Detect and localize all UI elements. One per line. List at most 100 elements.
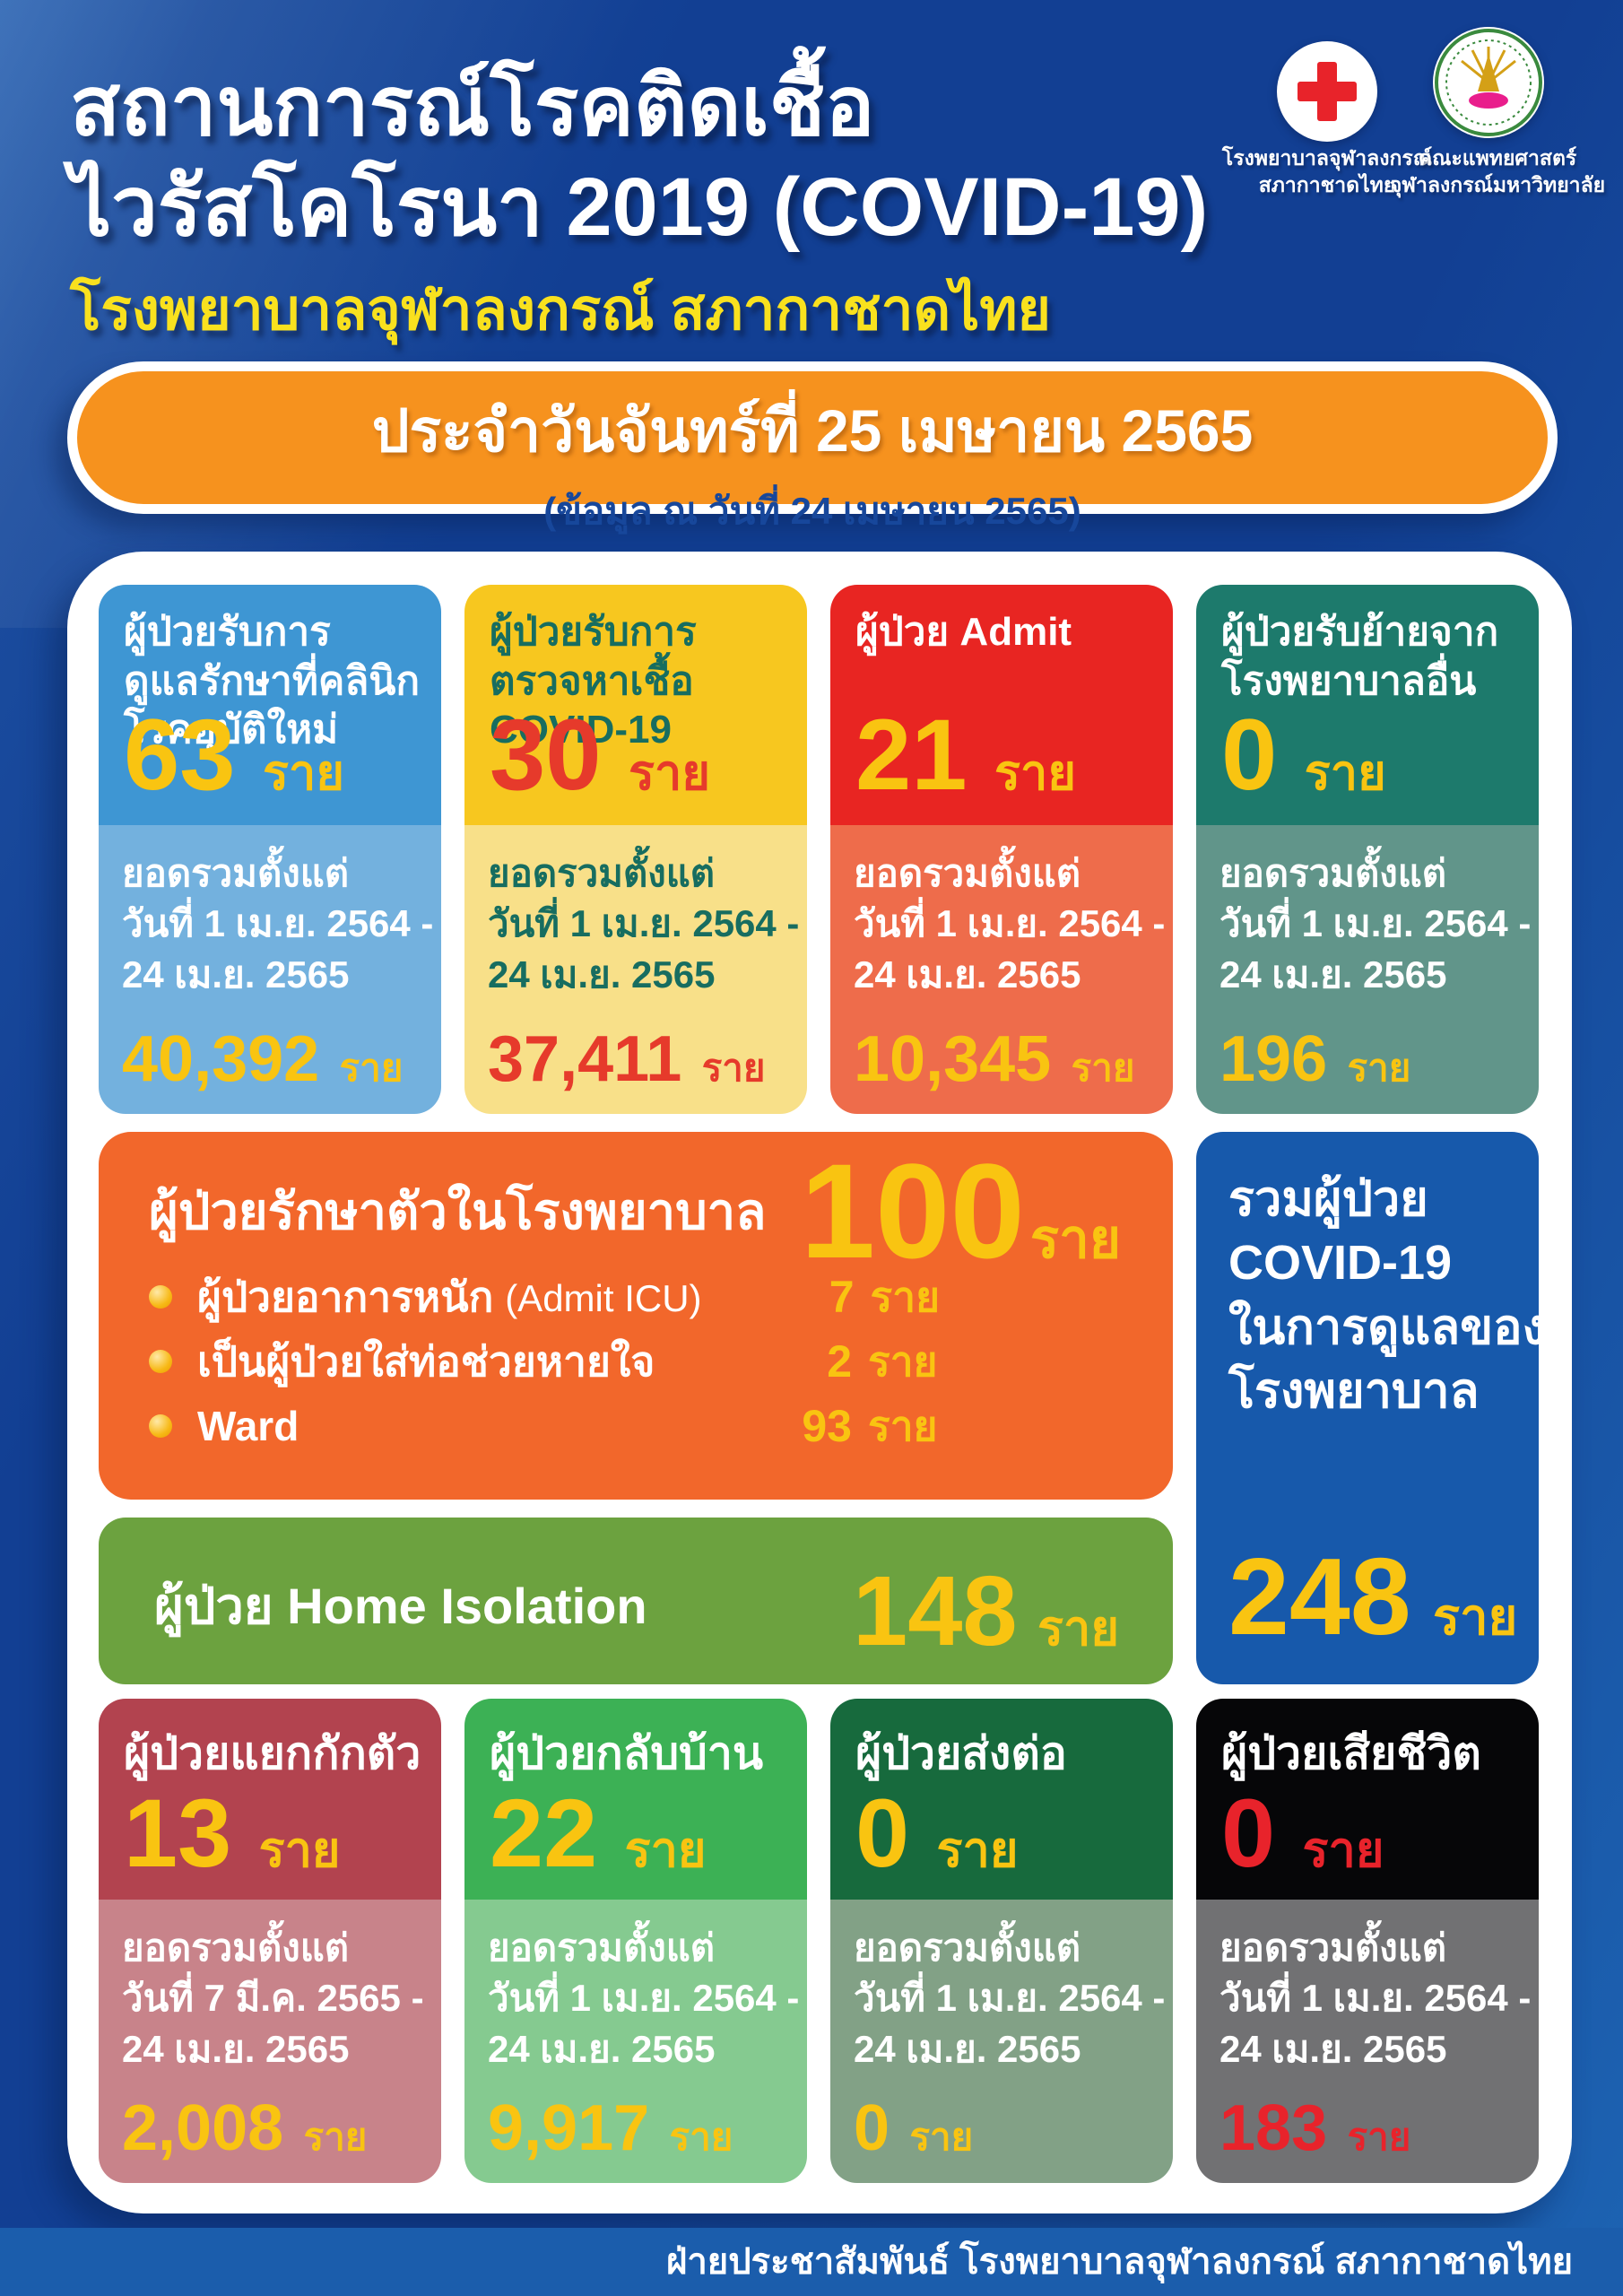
stat-value: 30 — [490, 699, 602, 811]
stat-value: 63 — [124, 699, 236, 811]
breakdown-label: เป็นผู้ป่วยใส่ท่อช่วยหายใจ — [197, 1329, 699, 1395]
total-unit: ราย — [1347, 1047, 1411, 1089]
total-unit: ราย — [669, 2116, 733, 2158]
period-line: ยอดรวมตั้งแต่ — [488, 852, 716, 894]
stat-value: 0 — [855, 1779, 910, 1887]
title-line: โรงพยาบาล — [1228, 1363, 1480, 1418]
total-count: 9,917 ราย — [488, 2092, 733, 2167]
breakdown-row-ward: Ward 93 ราย — [149, 1394, 1123, 1458]
period-line: 24 เม.ย. 2565 — [854, 952, 1081, 996]
period-line: ยอดรวมตั้งแต่ — [122, 852, 350, 894]
total-value: 196 — [1219, 1023, 1328, 1095]
period-line: วันที่ 1 เม.ย. 2564 - — [122, 902, 434, 945]
period-line: วันที่ 1 เม.ย. 2564 - — [1219, 902, 1532, 945]
stat-unit: ราย — [1302, 1823, 1384, 1877]
card-title: ผู้ป่วยแยกกักตัว — [99, 1699, 441, 1781]
stat-unit: ราย — [994, 746, 1076, 800]
total-period: ยอดรวมตั้งแต่ วันที่ 1 เม.ย. 2564 - 24 เ… — [830, 1900, 1173, 2074]
breakdown-unit: ราย — [868, 1337, 938, 1385]
period-line: ยอดรวมตั้งแต่ — [122, 1926, 350, 1969]
breakdown-row-ventilator: เป็นผู้ป่วยใส่ท่อช่วยหายใจ 2 ราย — [149, 1329, 1123, 1394]
daily-count: 21 ราย — [855, 697, 1076, 813]
period-line: วันที่ 1 เม.ย. 2564 - — [1219, 1977, 1532, 2020]
total-unit: ราย — [1347, 2116, 1411, 2158]
total-period: ยอดรวมตั้งแต่ วันที่ 1 เม.ย. 2564 - 24 เ… — [464, 1900, 807, 2074]
total-count: 37,411 ราย — [488, 1022, 765, 1098]
card-total-section: ยอดรวมตั้งแต่ วันที่ 1 เม.ย. 2564 - 24 เ… — [1196, 825, 1539, 1114]
card-title: ผู้ป่วยรับการ ตรวจหาเชื้อ COVID-19 — [464, 585, 807, 755]
total-unit: ราย — [1071, 1047, 1135, 1089]
card-total-section: ยอดรวมตั้งแต่ วันที่ 1 เม.ย. 2564 - 24 เ… — [830, 1900, 1173, 2183]
total-period: ยอดรวมตั้งแต่ วันที่ 1 เม.ย. 2564 - 24 เ… — [1196, 825, 1539, 1000]
total-unit: ราย — [339, 1047, 404, 1089]
daily-count: 0 ราย — [1221, 1777, 1384, 1889]
report-date-banner: ประจำวันจันทร์ที่ 25 เมษายน 2565 (ข้อมูล… — [67, 361, 1558, 532]
period-line: 24 เม.ย. 2565 — [488, 2027, 716, 2070]
red-cross-logo-caption: โรงพยาบาลจุฬาลงกรณ์ สภากาชาดไทย — [1193, 145, 1462, 199]
title-line: ผู้ป่วยกลับบ้าน — [490, 1728, 764, 1779]
page-title-line2: ไวรัสโคโรนา 2019 (COVID-19) — [70, 161, 1209, 253]
logo1-caption-line1: โรงพยาบาลจุฬาลงกรณ์ — [1221, 146, 1433, 170]
stat-value: 248 — [1228, 1535, 1411, 1657]
total-period: ยอดรวมตั้งแต่ วันที่ 7 มี.ค. 2565 - 24 เ… — [99, 1900, 441, 2074]
card-total-section: ยอดรวมตั้งแต่ วันที่ 1 เม.ย. 2564 - 24 เ… — [464, 825, 807, 1114]
hospital-name-subtitle: โรงพยาบาลจุฬาลงกรณ์ สภากาชาดไทย — [70, 277, 1052, 342]
logo1-caption-line2: สภากาชาดไทย — [1258, 172, 1396, 196]
label-note: (Admit ICU) — [505, 1276, 702, 1319]
title-line: รวมผู้ป่วย — [1228, 1172, 1428, 1226]
card-main-section: ผู้ป่วยรับการ ดูแลรักษาที่คลินิก โรคอุบั… — [99, 585, 441, 825]
total-value: 0 — [854, 2092, 890, 2164]
breakdown-label: ผู้ป่วยอาการหนัก (Admit ICU) — [197, 1265, 702, 1330]
university-seal-icon — [1433, 27, 1544, 138]
title-line: ผู้ป่วยแยกกักตัว — [124, 1728, 421, 1779]
card-title: ผู้ป่วยรับการ ดูแลรักษาที่คลินิก โรคอุบั… — [99, 585, 441, 755]
card-main-section: ผู้ป่วย Admit 21 ราย — [830, 585, 1173, 825]
red-cross-icon — [1277, 41, 1377, 142]
period-line: วันที่ 1 เม.ย. 2564 - — [488, 1977, 800, 2020]
total-unit: ราย — [909, 2116, 974, 2158]
card-referred-out: ผู้ป่วยส่งต่อ 0 ราย ยอดรวมตั้งแต่ วันที่… — [830, 1699, 1173, 2183]
total-value: 37,411 — [488, 1023, 682, 1095]
stat-unit: ราย — [629, 746, 710, 800]
period-line: วันที่ 1 เม.ย. 2564 - — [854, 902, 1166, 945]
title-line: ดูแลรักษาที่คลินิก — [124, 658, 420, 703]
card-main-section: ผู้ป่วยกลับบ้าน 22 ราย — [464, 1699, 807, 1900]
total-value: 2,008 — [122, 2092, 284, 2164]
daily-count: 63 ราย — [124, 697, 344, 813]
title-line: ตรวจหาเชื้อ — [490, 658, 694, 703]
home-isolation-count: 148 ราย — [853, 1554, 1119, 1668]
stat-value: 100 — [800, 1135, 1025, 1286]
period-line: 24 เม.ย. 2565 — [854, 2027, 1081, 2070]
data-as-of-date: (ข้อมูล ณ วันที่ 24 เมษายน 2565) — [543, 490, 1081, 532]
daily-count: 0 ราย — [855, 1777, 1019, 1889]
total-count: 10,345 ราย — [854, 1022, 1134, 1098]
total-count: 0 ราย — [854, 2092, 973, 2167]
stat-unit: ราย — [624, 1823, 707, 1877]
stat-unit: ราย — [1304, 746, 1386, 800]
total-period: ยอดรวมตั้งแต่ วันที่ 1 เม.ย. 2564 - 24 เ… — [830, 825, 1173, 1000]
card-main-section: ผู้ป่วยรับการ ตรวจหาเชื้อ COVID-19 30 รา… — [464, 585, 807, 825]
title-line: COVID-19 — [490, 708, 672, 752]
stat-value: 21 — [855, 699, 968, 811]
card-admit: ผู้ป่วย Admit 21 ราย ยอดรวมตั้งแต่ วันที… — [830, 585, 1173, 1114]
card-title: ผู้ป่วยส่งต่อ — [830, 1699, 1173, 1781]
stat-value: 0 — [1221, 1779, 1276, 1887]
total-value: 9,917 — [488, 2092, 650, 2164]
card-covid-testing: ผู้ป่วยรับการ ตรวจหาเชื้อ COVID-19 30 รา… — [464, 585, 807, 1114]
stat-value: 22 — [490, 1779, 598, 1887]
footer-credit: ฝ่ายประชาสัมพันธ์ โรงพยาบาลจุฬาลงกรณ์ สภ… — [665, 2242, 1573, 2282]
breakdown-unit: ราย — [868, 1402, 938, 1449]
bullet-dot-icon — [149, 1285, 172, 1309]
label-text: Ward — [197, 1403, 299, 1449]
stat-value: 148 — [853, 1556, 1018, 1666]
card-title: ผู้ป่วยเสียชีวิต — [1196, 1699, 1539, 1781]
total-unit: ราย — [701, 1047, 766, 1089]
period-line: วันที่ 1 เม.ย. 2564 - — [488, 902, 800, 945]
daily-count: 22 ราย — [490, 1777, 707, 1889]
period-line: ยอดรวมตั้งแต่ — [854, 1926, 1081, 1969]
period-line: 24 เม.ย. 2565 — [1219, 952, 1447, 996]
stat-unit: ราย — [1029, 1209, 1121, 1269]
title-line: โรงพยาบาลอื่น — [1221, 658, 1477, 703]
title-line: ผู้ป่วย Admit — [855, 610, 1072, 654]
